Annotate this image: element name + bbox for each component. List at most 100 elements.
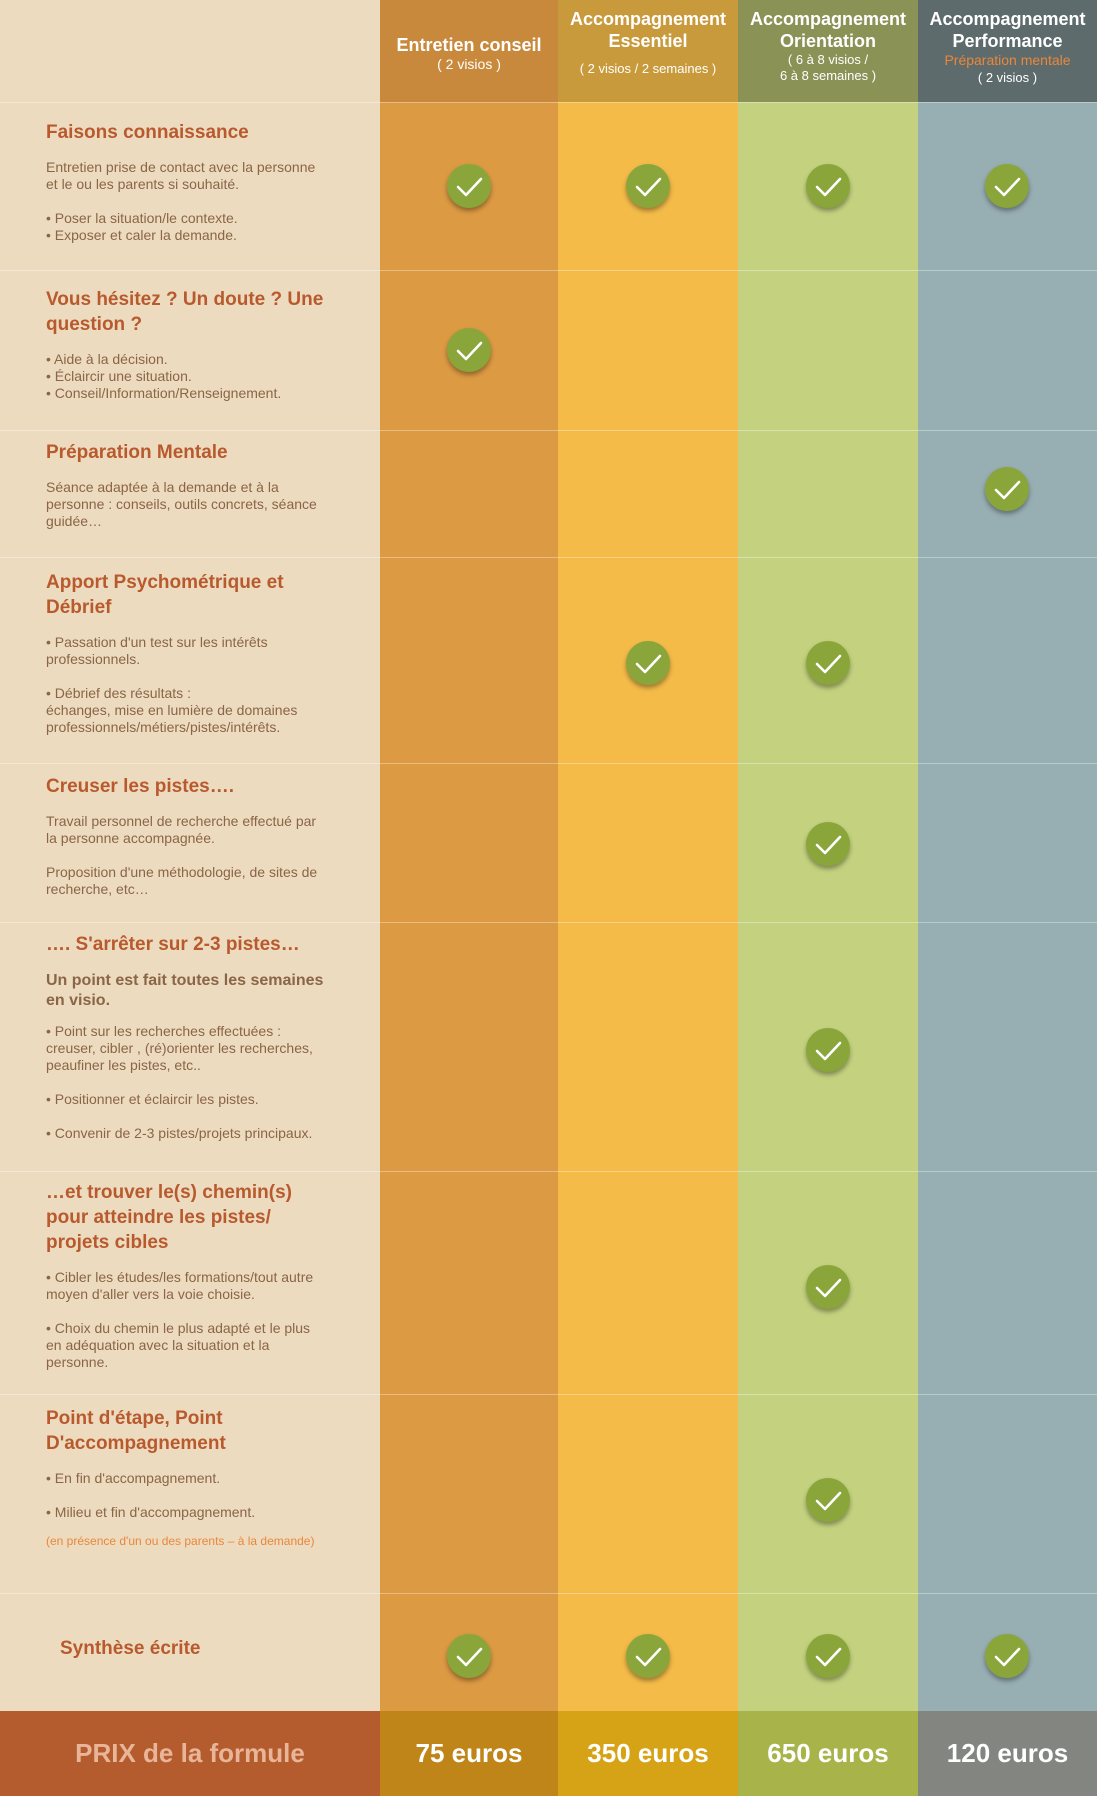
column-header-performance: Accompagnement Performance Préparation m… [918,0,1097,102]
row-line: • Positionner et éclaircir les pistes. [46,1091,259,1107]
check-icon [806,1028,850,1072]
row-divider [0,102,1097,103]
row-line: la personne accompagnée. [46,830,215,846]
check-icon [806,164,850,208]
check-icon [447,164,491,208]
check-icon [806,1634,850,1678]
row-line: • Éclaircir une situation. [46,368,192,384]
row-line: personne : conseils, outils concrets, sé… [46,496,317,512]
column-subtitle: ( 6 à 8 visios / [787,52,869,67]
price-performance: 120 euros [918,1711,1097,1796]
row-line: • Milieu et fin d'accompagnement. [46,1504,256,1520]
column-title: Entretien conseil [396,35,542,55]
row-title: Point d'étape, Point D'accompagnement [46,1408,226,1454]
row-arreter-pistes: …. S'arrêter sur 2-3 pistes… Un point es… [46,932,346,1142]
row-line: Travail personnel de recherche effectué … [46,813,317,829]
row-line: personne. [46,1354,109,1370]
row-divider [0,1171,1097,1172]
row-line: • Cibler les études/les formations/tout … [46,1269,314,1285]
row-title: …et trouver le(s) chemin(s) pour atteind… [46,1182,292,1253]
row-line: échanges, mise en lumière de domaines [46,702,298,718]
row-line: • Passation d'un test sur les intérêts [46,634,268,650]
column-header-essentiel: Accompagnement Essentiel ( 2 visios / 2 … [558,0,738,102]
row-line: • En fin d'accompagnement. [46,1470,221,1486]
row-line: • Poser la situation/le contexte. [46,210,238,226]
column-highlight: Préparation mentale [944,52,1071,68]
row-line: • Convenir de 2-3 pistes/projets princip… [46,1125,313,1141]
column-header-entretien: Entretien conseil ( 2 visios ) [380,0,558,102]
row-title: Apport Psychométrique et Débrief [46,572,284,618]
check-icon [985,164,1029,208]
price-entretien: 75 euros [380,1711,558,1796]
row-divider [0,430,1097,431]
row-line: recherche, etc… [46,881,149,897]
row-divider [0,1394,1097,1395]
row-divider [0,763,1097,764]
check-icon [985,467,1029,511]
row-line: • Choix du chemin le plus adapté et le p… [46,1320,311,1336]
check-icon [806,1478,850,1522]
row-title: Vous hésitez ? Un doute ? Une question ? [46,289,324,335]
row-divider [0,1593,1097,1594]
row-preparation-mentale: Préparation Mentale Séance adaptée à la … [46,440,346,530]
row-apport-psychometrique: Apport Psychométrique et Débrief • Passa… [46,570,346,736]
check-icon [806,641,850,685]
row-vous-hesitez: Vous hésitez ? Un doute ? Une question ?… [46,287,346,402]
row-line: moyen d'aller vers la voie choisie. [46,1286,255,1302]
check-icon [806,1265,850,1309]
check-icon [626,641,670,685]
row-line: • Conseil/Information/Renseignement. [46,385,282,401]
header-blank-cell [0,0,380,102]
check-icon [626,1634,670,1678]
check-icon [447,1634,491,1678]
row-faisons-connaissance: Faisons connaissance Entretien prise de … [46,120,346,244]
check-icon [985,1634,1029,1678]
row-line: Proposition d'une méthodologie, de sites… [46,864,318,880]
column-bg-performance [918,0,1097,1796]
row-line: Entretien prise de contact avec la perso… [46,159,316,175]
row-line: peaufiner les pistes, etc.. [46,1057,201,1073]
price-orientation: 650 euros [738,1711,918,1796]
price-label: PRIX de la formule [0,1711,380,1796]
label-column-bg [0,0,380,1796]
price-row: PRIX de la formule 75 euros 350 euros 65… [0,1711,1097,1796]
row-line: professionnels. [46,651,141,667]
row-title: Synthèse écrite [60,1638,201,1659]
check-icon [626,164,670,208]
price-essentiel: 350 euros [558,1711,738,1796]
column-subtitle: ( 2 visios ) [977,70,1038,85]
column-header-orientation: Accompagnement Orientation ( 6 à 8 visio… [738,0,918,102]
row-title: Creuser les pistes…. [46,776,234,797]
column-title: Accompagnement Performance [929,9,1086,51]
row-line: creuser, cibler , (ré)orienter les reche… [46,1040,313,1056]
row-divider [0,922,1097,923]
row-line: • Exposer et caler la demande. [46,227,237,243]
column-subtitle: ( 2 visios ) [437,56,501,72]
row-line: Séance adaptée à la demande et à la [46,479,279,495]
column-title: Accompagnement Essentiel [569,9,727,51]
row-title: Préparation Mentale [46,442,228,463]
row-subtitle: Un point est fait toutes les semaines en… [46,972,324,1009]
row-line: et le ou les parents si souhaité. [46,176,240,192]
row-creuser-pistes: Creuser les pistes…. Travail personnel d… [46,774,346,898]
column-subtitle: ( 2 visios / 2 semaines ) [579,61,717,76]
row-line: • Débrief des résultats : [46,685,191,701]
row-synthese-ecrite: Synthèse écrite [60,1636,360,1675]
row-title: Faisons connaissance [46,122,249,143]
row-line: • Point sur les recherches effectuées : [46,1023,281,1039]
row-line: professionnels/métiers/pistes/intérêts. [46,719,281,735]
row-point-etape: Point d'étape, Point D'accompagnement • … [46,1406,346,1549]
row-note: (en présence d'un ou des parents – à la … [46,1534,315,1548]
row-line: en adéquation avec la situation et la [46,1337,270,1353]
row-line: guidée… [46,513,103,529]
column-bg-essentiel [558,0,738,1796]
column-subtitle-2: 6 à 8 semaines ) [779,68,877,83]
column-title: Accompagnement Orientation [749,9,907,51]
row-line: • Aide à la décision. [46,351,168,367]
row-trouver-chemins: …et trouver le(s) chemin(s) pour atteind… [46,1180,346,1371]
check-icon [806,822,850,866]
check-icon [447,328,491,372]
row-divider [0,270,1097,271]
row-title: …. S'arrêter sur 2-3 pistes… [46,934,300,955]
